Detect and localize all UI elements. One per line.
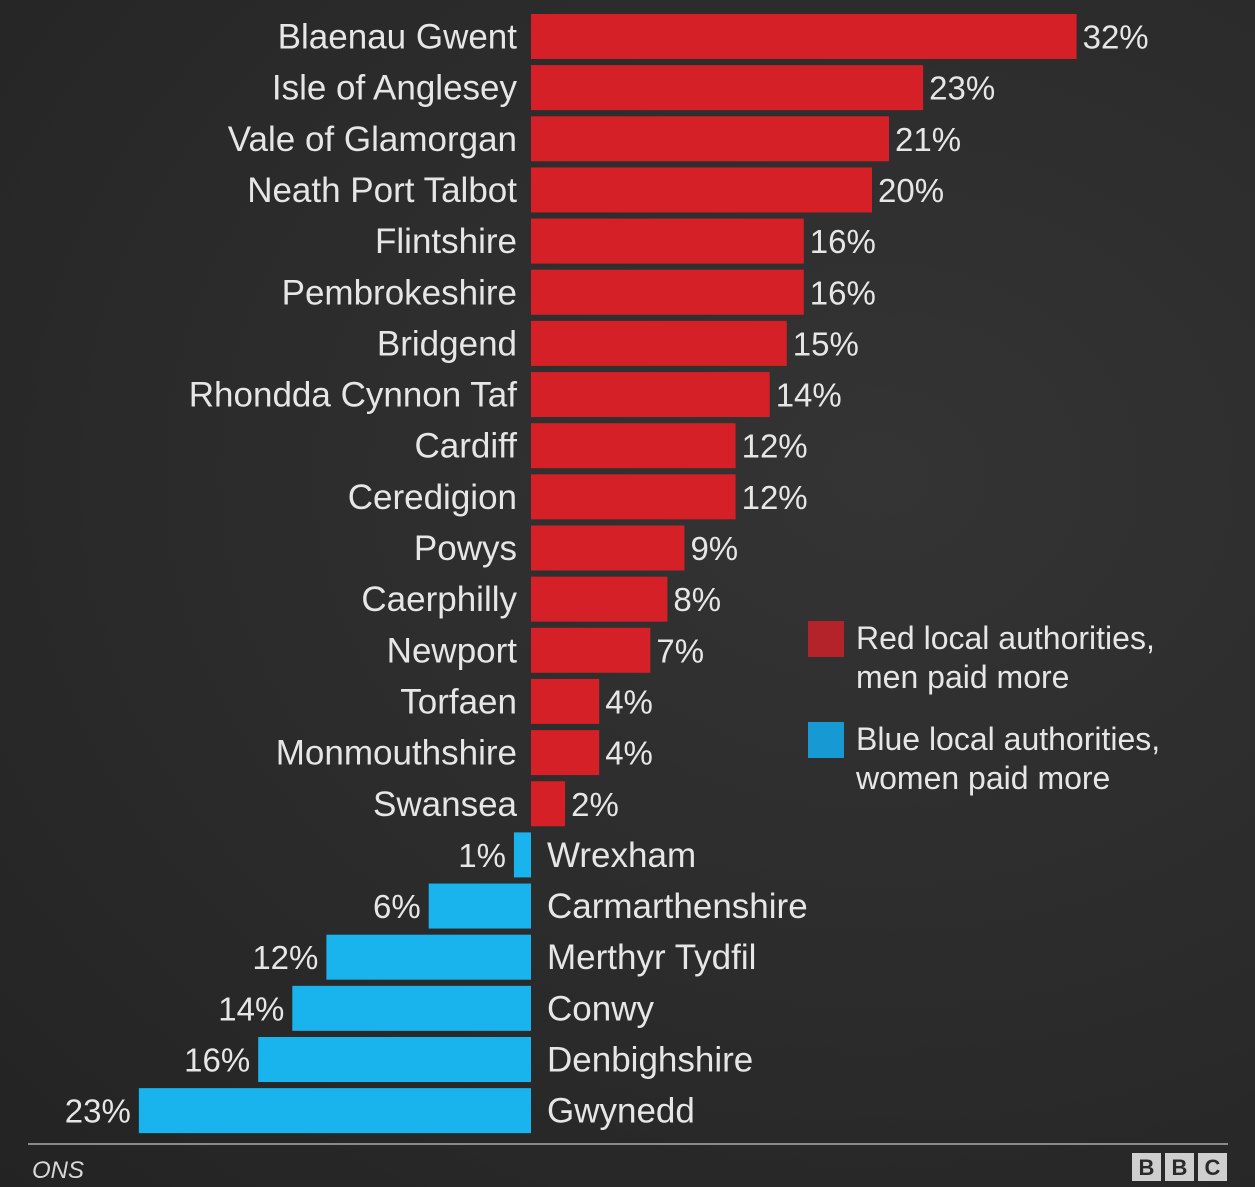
bar-blaenau-gwent: [531, 14, 1077, 59]
legend: Red local authorities,men paid more Blue …: [808, 620, 1160, 796]
bar-flintshire: [531, 218, 804, 264]
category-label: Rhondda Cynnon Taf: [189, 376, 517, 415]
category-label: Torfaen: [400, 682, 517, 721]
category-label: Neath Port Talbot: [247, 171, 517, 210]
bar-swansea: [531, 781, 566, 827]
category-label: Merthyr Tydfil: [547, 938, 756, 977]
legend-swatch: [808, 621, 844, 657]
value-label: 12%: [252, 939, 318, 976]
value-label: 23%: [65, 1093, 131, 1130]
category-label: Powys: [414, 529, 517, 568]
bar-bridgend: [531, 320, 787, 366]
category-label: Wrexham: [547, 836, 696, 875]
value-label: 4%: [605, 683, 653, 720]
category-label: Swansea: [373, 785, 518, 824]
category-label: Carmarthenshire: [547, 887, 808, 926]
legend-label: men paid more: [856, 659, 1069, 695]
bar-powys: [531, 525, 685, 571]
bar-carmarthenshire: [428, 883, 531, 929]
value-label: 14%: [776, 377, 842, 414]
bar-denbighshire: [258, 1037, 531, 1082]
bbc-logo-block: [1132, 1153, 1161, 1181]
value-label: 16%: [184, 1042, 250, 1079]
value-label: 6%: [373, 888, 421, 925]
bar-torfaen: [531, 678, 600, 724]
value-label: 7%: [656, 632, 704, 669]
bar-isle-of-anglesey: [531, 65, 924, 111]
bar-cardiff: [531, 423, 736, 469]
category-label: Gwynedd: [547, 1092, 695, 1131]
category-label: Cardiff: [415, 427, 518, 466]
value-label: 15%: [793, 325, 859, 362]
value-label: 14%: [218, 990, 284, 1027]
category-label: Monmouthshire: [276, 734, 517, 773]
category-label: Caerphilly: [361, 580, 517, 619]
value-label: 32%: [1083, 19, 1149, 56]
value-label: 16%: [810, 274, 876, 311]
value-label: 9%: [690, 530, 738, 567]
bbc-logo-letter: B: [1172, 1155, 1188, 1180]
value-label: 4%: [605, 735, 653, 772]
category-label: Isle of Anglesey: [272, 69, 518, 108]
value-label: 20%: [878, 172, 944, 209]
category-label: Flintshire: [375, 222, 517, 261]
bbc-logo-letter: B: [1139, 1155, 1155, 1180]
bar-vale-of-glamorgan: [531, 116, 890, 162]
bar-rhondda-cynnon-taf: [531, 372, 770, 418]
bar-ceredigion: [531, 474, 736, 520]
bar-merthyr-tydfil: [326, 934, 531, 980]
category-label: Newport: [387, 631, 518, 670]
category-label: Denbighshire: [547, 1041, 753, 1080]
bar-gwynedd: [138, 1088, 531, 1134]
category-label: Vale of Glamorgan: [228, 120, 517, 159]
value-label: 12%: [742, 479, 808, 516]
value-label: 16%: [810, 223, 876, 260]
bar-pembrokeshire: [531, 269, 804, 315]
category-label: Blaenau Gwent: [278, 18, 518, 57]
bar-newport: [531, 627, 651, 673]
category-label: Bridgend: [377, 324, 517, 363]
value-label: 12%: [742, 428, 808, 465]
legend-label: Blue local authorities,: [856, 721, 1160, 757]
category-label: Ceredigion: [348, 478, 517, 517]
bar-monmouthshire: [531, 730, 600, 776]
value-label: 23%: [929, 70, 995, 107]
value-label: 1%: [458, 837, 506, 874]
source-label: ONS: [32, 1157, 84, 1184]
bbc-logo-letter: C: [1205, 1155, 1221, 1180]
bbc-logo-block: [1198, 1153, 1227, 1181]
legend-label: Red local authorities,: [856, 620, 1155, 656]
bar-wrexham: [513, 832, 531, 878]
value-label: 2%: [571, 786, 619, 823]
legend-label: women paid more: [855, 760, 1110, 796]
bar-conwy: [292, 985, 531, 1031]
category-label: Conwy: [547, 989, 654, 1028]
bar-caerphilly: [531, 576, 668, 622]
value-label: 21%: [895, 121, 961, 158]
value-label: 8%: [673, 581, 721, 618]
legend-swatch: [808, 722, 844, 758]
category-label: Pembrokeshire: [282, 273, 517, 312]
bbc-logo-block: [1165, 1153, 1194, 1181]
bar-neath-port-talbot: [531, 167, 872, 213]
